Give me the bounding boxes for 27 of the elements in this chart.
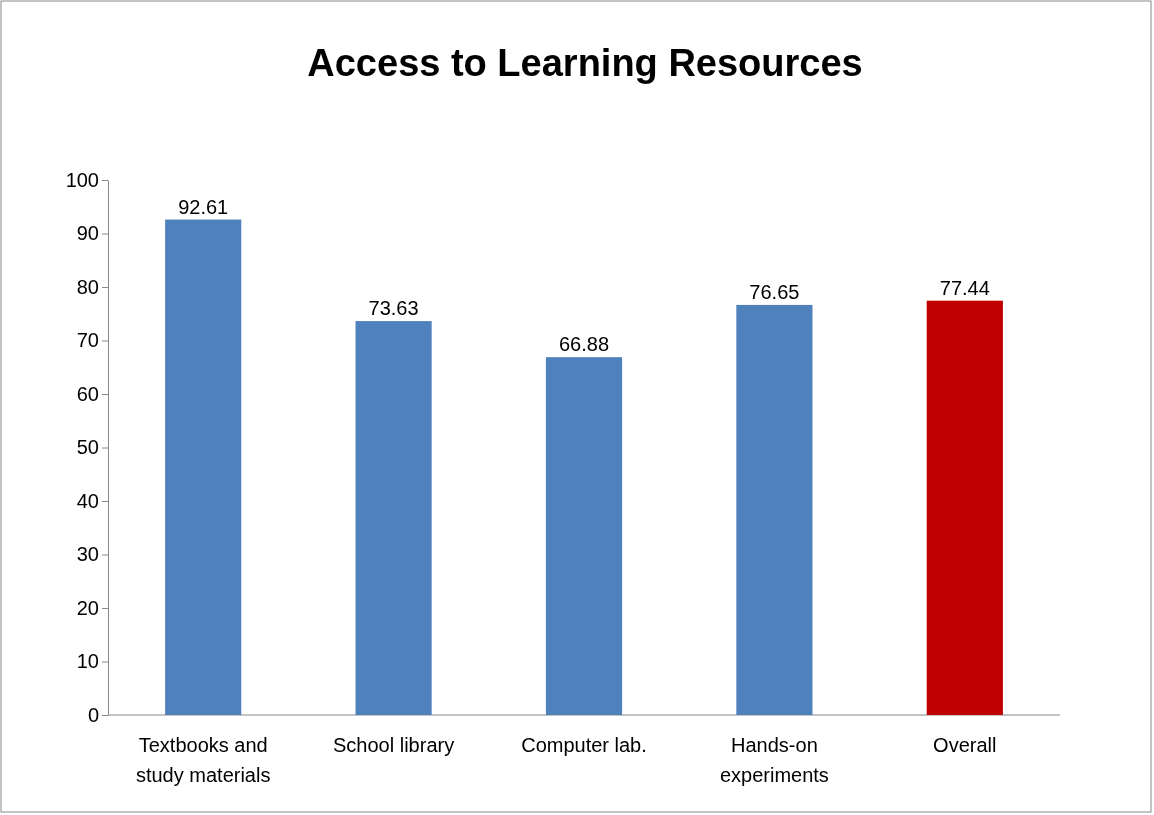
data-label: 66.88 — [558, 333, 610, 356]
y-tick-label: 20 — [76, 596, 99, 619]
data-label: 76.65 — [749, 280, 800, 303]
y-tick-label: 0 — [87, 703, 99, 726]
x-tick-label: Textbooks and study materials — [135, 734, 271, 786]
y-tick-label: 60 — [76, 382, 99, 405]
bar — [165, 219, 242, 715]
bar — [926, 300, 1003, 715]
bar — [545, 357, 623, 715]
data-label: 92.61 — [178, 195, 229, 218]
x-tick-label: Hands-on experiments — [719, 734, 829, 786]
data-label: 73.63 — [368, 297, 419, 320]
y-tick-label: 100 — [65, 168, 99, 191]
y-tick-label: 80 — [76, 275, 99, 298]
x-tick-label: Computer lab. — [521, 734, 647, 756]
y-tick-label: 90 — [76, 222, 99, 245]
data-label: 77.44 — [939, 276, 990, 299]
y-tick-label: 50 — [76, 436, 99, 459]
y-tick-label: 40 — [76, 489, 99, 512]
bar — [355, 321, 432, 715]
chart-title: Access to Learning Resources — [307, 42, 863, 84]
bar — [736, 304, 813, 715]
y-tick-label: 10 — [76, 650, 99, 673]
x-tick-label: School library — [333, 734, 455, 756]
y-tick-label: 70 — [76, 329, 99, 352]
x-tick-label: Overall — [933, 734, 997, 756]
y-tick-label: 30 — [76, 543, 99, 566]
